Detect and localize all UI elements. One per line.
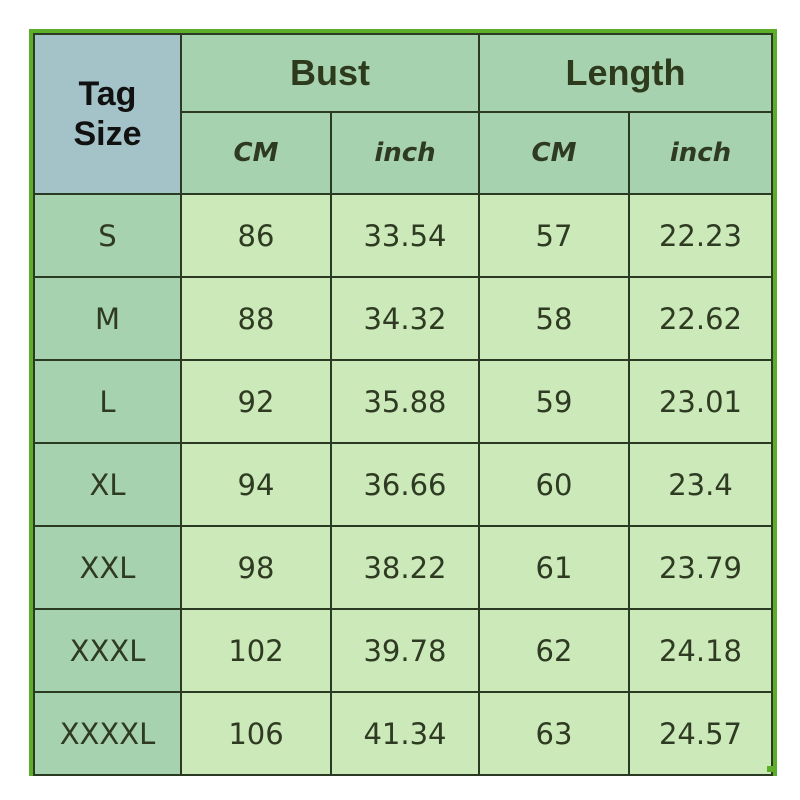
tag-label: Tag xyxy=(78,75,137,113)
length-cm-cell: 59 xyxy=(478,359,630,444)
size-cell: XXXXL xyxy=(33,691,182,776)
length-cm-cell: 62 xyxy=(478,608,630,693)
length-cm-cell: 60 xyxy=(478,442,630,527)
size-table: Tag Size Bust Length CM inch CM inch S 86 3… xyxy=(33,33,773,776)
table-row: XXXXL 106 41.34 63 24.57 xyxy=(33,691,773,776)
bust-inch-cell: 41.34 xyxy=(330,691,480,776)
table-row: S 86 33.54 57 22.23 xyxy=(33,193,773,278)
corner-handle xyxy=(767,766,773,772)
length-cm-header: CM xyxy=(478,111,630,195)
bust-cm-cell: 102 xyxy=(180,608,332,693)
bust-inch-header: inch xyxy=(330,111,480,195)
tag-size-header: Tag Size xyxy=(33,33,182,195)
length-cm-cell: 58 xyxy=(478,276,630,361)
length-inch-cell: 23.4 xyxy=(628,442,773,527)
length-cm-cell: 61 xyxy=(478,525,630,610)
size-cell: L xyxy=(33,359,182,444)
bust-cm-header: CM xyxy=(180,111,332,195)
bust-cm-cell: 94 xyxy=(180,442,332,527)
size-chart: Tag Size Bust Length CM inch CM inch S 86 3… xyxy=(29,29,777,776)
bust-inch-cell: 39.78 xyxy=(330,608,480,693)
bust-inch-cell: 36.66 xyxy=(330,442,480,527)
length-inch-cell: 24.18 xyxy=(628,608,773,693)
bust-cm-cell: 92 xyxy=(180,359,332,444)
bust-cm-cell: 86 xyxy=(180,193,332,278)
bust-cm-cell: 106 xyxy=(180,691,332,776)
length-inch-cell: 24.57 xyxy=(628,691,773,776)
bust-inch-cell: 38.22 xyxy=(330,525,480,610)
length-inch-cell: 23.79 xyxy=(628,525,773,610)
length-header: Length xyxy=(478,33,773,113)
length-inch-header: inch xyxy=(628,111,773,195)
size-cell: XL xyxy=(33,442,182,527)
table-row: XL 94 36.66 60 23.4 xyxy=(33,442,773,527)
size-cell: S xyxy=(33,193,182,278)
bust-cm-cell: 98 xyxy=(180,525,332,610)
length-cm-cell: 57 xyxy=(478,193,630,278)
size-cell: XXXL xyxy=(33,608,182,693)
table-row: M 88 34.32 58 22.62 xyxy=(33,276,773,361)
size-label: Size xyxy=(73,115,142,153)
table-row: XXXL 102 39.78 62 24.18 xyxy=(33,608,773,693)
table-row: XXL 98 38.22 61 23.79 xyxy=(33,525,773,610)
length-inch-cell: 23.01 xyxy=(628,359,773,444)
length-inch-cell: 22.62 xyxy=(628,276,773,361)
bust-cm-cell: 88 xyxy=(180,276,332,361)
bust-inch-cell: 35.88 xyxy=(330,359,480,444)
length-inch-cell: 22.23 xyxy=(628,193,773,278)
table-row: L 92 35.88 59 23.01 xyxy=(33,359,773,444)
size-cell: XXL xyxy=(33,525,182,610)
length-cm-cell: 63 xyxy=(478,691,630,776)
size-cell: M xyxy=(33,276,182,361)
bust-header: Bust xyxy=(180,33,480,113)
bust-inch-cell: 33.54 xyxy=(330,193,480,278)
bust-inch-cell: 34.32 xyxy=(330,276,480,361)
